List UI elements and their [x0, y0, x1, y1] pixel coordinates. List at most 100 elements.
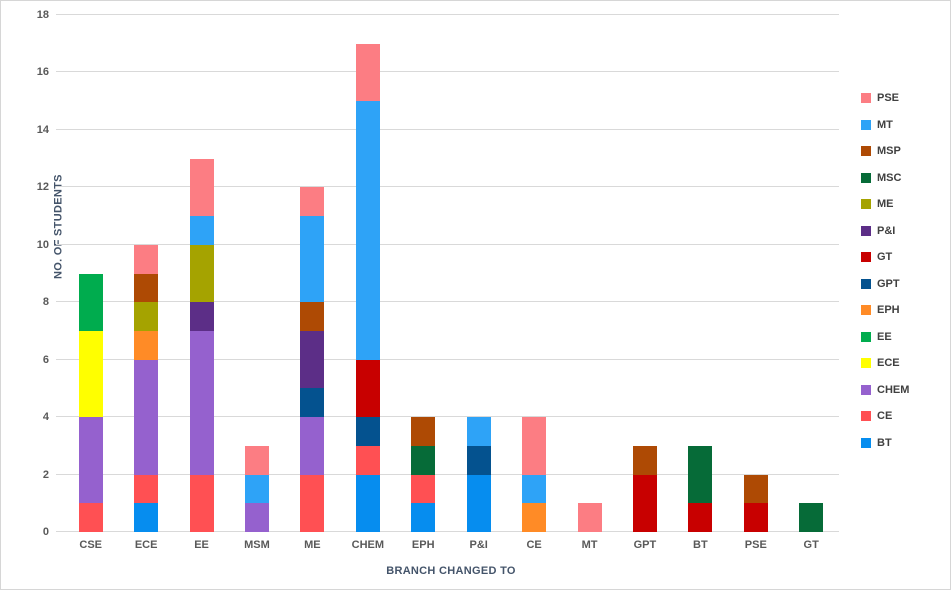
legend-swatch-gpt	[861, 278, 871, 289]
bar-segment-cse-ece[interactable]	[78, 330, 103, 418]
bar-segment-cse-ce[interactable]	[78, 503, 103, 532]
bar-segment-me-chem[interactable]	[300, 417, 325, 475]
x-label-mt: MT	[581, 539, 598, 551]
bar-segment-eph-msp[interactable]	[411, 417, 436, 446]
bar-segment-p-i-bt[interactable]	[466, 474, 491, 532]
bar-segment-cse-ee[interactable]	[78, 273, 103, 331]
legend-swatch-eph	[861, 305, 871, 316]
legend: PSE MT MSP MSC ME P&I GT GPT EPH EE ECE CHEM CE BT	[861, 85, 909, 456]
bar-segment-msm-pse[interactable]	[244, 445, 269, 475]
bar-segment-ee-ce[interactable]	[189, 474, 214, 532]
bar-segment-chem-bt[interactable]	[355, 474, 380, 532]
bar-ee	[174, 15, 229, 532]
bar-segment-chem-gt[interactable]	[355, 359, 380, 418]
legend-item-msp[interactable]: MSP	[861, 138, 909, 165]
x-label-ce: CE	[526, 539, 542, 551]
bar-segment-ee-mt[interactable]	[189, 216, 214, 245]
bar-segment-eph-msc[interactable]	[411, 445, 436, 475]
gridline	[63, 128, 839, 130]
bar-segment-ee-me[interactable]	[189, 244, 214, 303]
y-axis-tickmark	[56, 128, 63, 130]
bar-segment-chem-ce[interactable]	[355, 445, 380, 475]
legend-item-ece[interactable]: ECE	[861, 350, 909, 377]
bar-segment-ece-ce[interactable]	[134, 474, 159, 504]
bar-segment-pse-gt[interactable]	[743, 503, 768, 532]
legend-item-bt[interactable]: BT	[861, 430, 909, 457]
y-tick-label: 8	[42, 296, 49, 309]
legend-item-eph[interactable]: EPH	[861, 297, 909, 324]
legend-item-chem[interactable]: CHEM	[861, 377, 909, 404]
legend-item-mt[interactable]: MT	[861, 112, 909, 139]
bar-segment-gt-msc[interactable]	[799, 503, 824, 532]
bar-segment-cse-chem[interactable]	[78, 417, 103, 504]
gridline	[63, 531, 839, 532]
bar-segment-chem-pse[interactable]	[355, 43, 380, 102]
legend-item-ce[interactable]: CE	[861, 403, 909, 430]
legend-item-gpt[interactable]: GPT	[861, 271, 909, 298]
bar-segment-me-gpt[interactable]	[300, 388, 325, 418]
bar-segment-mt-pse[interactable]	[577, 503, 602, 532]
legend-item-msc[interactable]: MSC	[861, 165, 909, 192]
y-tick-label: 6	[42, 353, 49, 366]
bar-segment-p-i-mt[interactable]	[466, 417, 491, 446]
bar-msm	[229, 15, 284, 532]
legend-label-pse: PSE	[877, 92, 900, 105]
bar-segment-msm-chem[interactable]	[244, 503, 269, 532]
x-label-eph: EPH	[411, 539, 435, 551]
bar-segment-ece-me[interactable]	[134, 302, 159, 331]
bar-mt	[562, 15, 617, 532]
y-tick-label: 4	[42, 411, 49, 424]
gridline	[63, 358, 839, 360]
bar-segment-ece-msp[interactable]	[134, 273, 159, 303]
bar-segment-pse-msp[interactable]	[743, 474, 768, 504]
legend-label-ee: EE	[877, 330, 892, 343]
bar-segment-chem-gpt[interactable]	[355, 417, 380, 446]
x-label-bt: BT	[693, 539, 708, 551]
bar-segment-ce-pse[interactable]	[522, 417, 547, 475]
bar-segment-p-i-gpt[interactable]	[466, 445, 491, 475]
legend-item-me[interactable]: ME	[861, 191, 909, 218]
bar-ce	[506, 15, 561, 532]
bar-segment-gpt-gt[interactable]	[632, 474, 657, 532]
bar-segment-me-ce[interactable]	[300, 474, 325, 532]
bar-segment-ee-p-i[interactable]	[189, 302, 214, 331]
bar-segment-ece-eph[interactable]	[134, 330, 159, 360]
legend-item-p-i[interactable]: P&I	[861, 218, 909, 245]
legend-item-gt[interactable]: GT	[861, 244, 909, 271]
legend-label-msp: MSP	[877, 145, 901, 158]
y-tick-label: 18	[36, 9, 49, 21]
bar-segment-me-pse[interactable]	[300, 187, 325, 217]
bar-segment-ce-eph[interactable]	[522, 503, 547, 532]
x-label-ece: ECE	[134, 539, 158, 551]
bar-segment-chem-mt[interactable]	[355, 101, 380, 360]
x-label-me: ME	[304, 539, 321, 551]
x-label-p-i: P&I	[469, 539, 488, 551]
legend-item-pse[interactable]: PSE	[861, 85, 909, 112]
bar-segment-me-msp[interactable]	[300, 302, 325, 331]
bar-segment-ee-pse[interactable]	[189, 158, 214, 217]
bar-segment-ce-mt[interactable]	[522, 474, 547, 504]
legend-swatch-ce	[861, 411, 871, 422]
bar-segment-msm-mt[interactable]	[244, 474, 269, 504]
bar-segment-ee-chem[interactable]	[189, 330, 214, 475]
legend-swatch-ece	[861, 358, 871, 369]
x-label-gpt: GPT	[633, 539, 657, 551]
bar-segment-eph-ce[interactable]	[411, 474, 436, 504]
x-axis-title: BRANCH CHANGED TO	[386, 565, 516, 577]
bar-segment-me-mt[interactable]	[300, 216, 325, 303]
bar-p-i	[451, 15, 506, 532]
bar-segment-gpt-msp[interactable]	[632, 445, 657, 475]
y-axis-tickmark	[56, 186, 63, 188]
legend-item-ee[interactable]: EE	[861, 324, 909, 351]
bar-segment-eph-bt[interactable]	[411, 503, 436, 532]
bar-segment-me-p-i[interactable]	[300, 330, 325, 389]
legend-swatch-gt	[861, 252, 871, 263]
bar-segment-bt-gt[interactable]	[688, 503, 713, 532]
bar-segment-ece-bt[interactable]	[134, 503, 159, 532]
bar-segment-ece-chem[interactable]	[134, 359, 159, 475]
bar-segment-ece-pse[interactable]	[134, 244, 159, 274]
bar-segment-bt-msc[interactable]	[688, 445, 713, 504]
gridline	[63, 301, 839, 303]
y-axis-tickmark	[56, 473, 63, 475]
